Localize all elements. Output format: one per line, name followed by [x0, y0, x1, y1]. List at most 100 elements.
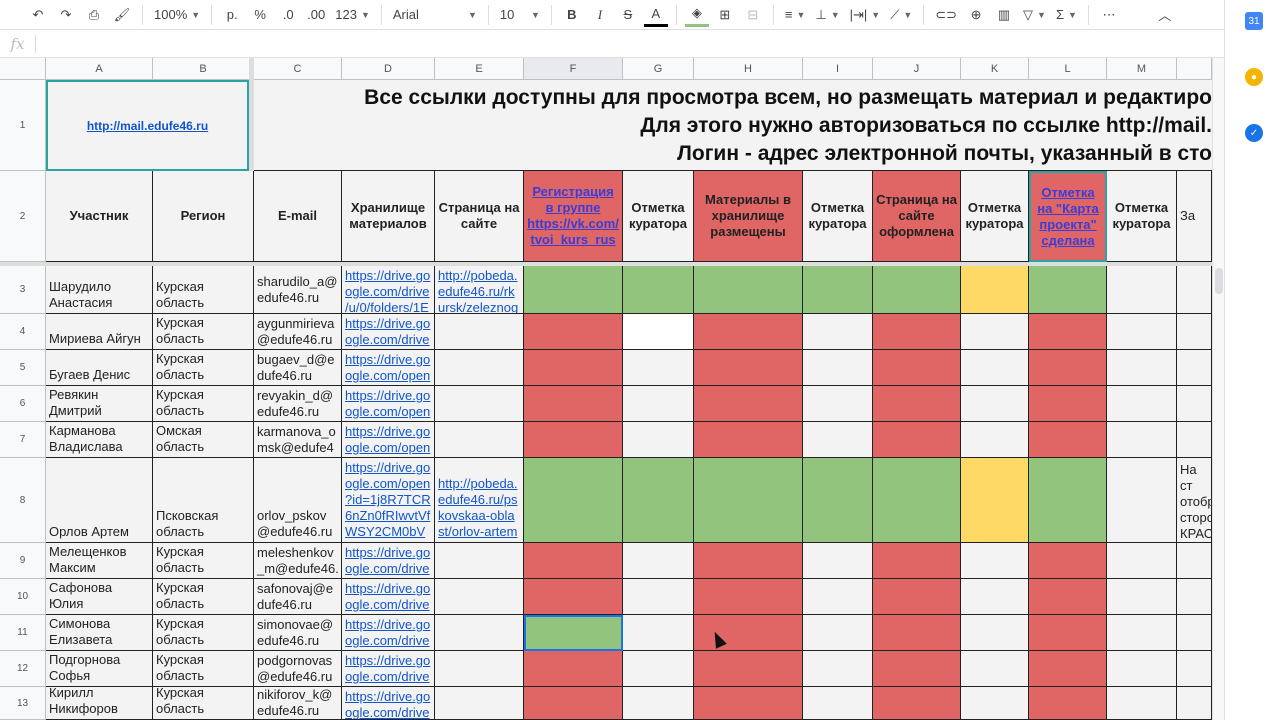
status-cell[interactable]	[1029, 350, 1107, 386]
header-cell[interactable]: Участник	[46, 171, 153, 262]
status-cell[interactable]	[623, 651, 694, 687]
curator-cell[interactable]	[1107, 579, 1177, 615]
status-cell[interactable]	[524, 350, 623, 386]
column-header-G[interactable]: G	[623, 58, 694, 80]
decrease-decimal-button[interactable]: .0	[282, 7, 294, 22]
curator-cell[interactable]	[1107, 687, 1177, 720]
note-cell[interactable]	[1177, 615, 1212, 651]
header-cell[interactable]: Отметка куратора	[961, 171, 1029, 262]
column-header-I[interactable]: I	[803, 58, 873, 80]
status-cell[interactable]	[623, 422, 694, 458]
page-cell[interactable]	[435, 579, 524, 615]
curator-cell[interactable]	[1107, 314, 1177, 350]
status-cell[interactable]	[694, 458, 803, 543]
status-cell[interactable]	[623, 266, 694, 314]
rotate-icon[interactable]: ⟋ ▼	[890, 6, 913, 22]
header-cell[interactable]: За	[1177, 171, 1212, 262]
status-cell[interactable]	[623, 579, 694, 615]
percent-button[interactable]: %	[254, 7, 266, 22]
header-cell[interactable]: Отметка на "Карта проекта" сделана	[1029, 171, 1107, 262]
font-select[interactable]: Arial ▼	[392, 7, 477, 22]
status-cell[interactable]	[873, 651, 961, 687]
row-header-1[interactable]: 1	[0, 80, 46, 171]
print-icon[interactable]: ⎙	[88, 6, 100, 22]
storage-cell[interactable]: https://drive.go ogle.com/drive	[342, 543, 435, 579]
status-cell[interactable]	[694, 615, 803, 651]
page-cell[interactable]	[435, 543, 524, 579]
header-cell[interactable]: Регион	[153, 171, 254, 262]
curator-cell[interactable]	[1107, 615, 1177, 651]
header-cell[interactable]: Отметка куратора	[623, 171, 694, 262]
header-cell[interactable]: E-mail	[254, 171, 342, 262]
row-header-4[interactable]: 4	[0, 314, 46, 350]
status-cell[interactable]	[1029, 314, 1107, 350]
font-size-select[interactable]: 10 ▼	[499, 7, 540, 22]
status-cell[interactable]	[694, 543, 803, 579]
note-cell[interactable]	[1177, 266, 1212, 314]
status-cell[interactable]	[1029, 687, 1107, 720]
curator-cell[interactable]	[1107, 266, 1177, 314]
column-header-K[interactable]: K	[961, 58, 1029, 80]
status-cell[interactable]	[623, 314, 694, 350]
status-cell[interactable]	[873, 266, 961, 314]
status-cell[interactable]	[961, 651, 1029, 687]
status-cell[interactable]	[873, 386, 961, 422]
strikethrough-icon[interactable]: S	[623, 7, 633, 22]
status-cell[interactable]	[694, 350, 803, 386]
format-select[interactable]: 123 ▼	[335, 7, 370, 22]
note-cell[interactable]	[1177, 386, 1212, 422]
page-cell[interactable]: http://pobeda. edufe46.ru/ps kovskaa-obl…	[435, 458, 524, 543]
status-cell[interactable]	[803, 651, 873, 687]
page-cell[interactable]	[435, 687, 524, 720]
status-cell[interactable]	[803, 266, 873, 314]
status-cell[interactable]	[803, 422, 873, 458]
status-cell[interactable]	[524, 266, 623, 314]
row-header-8[interactable]: 8	[0, 458, 46, 543]
storage-cell[interactable]: https://drive.go ogle.com/drive /u/0/fol…	[342, 266, 435, 314]
status-cell[interactable]	[961, 543, 1029, 579]
note-cell[interactable]: На ст отобр сторо КРАС Млад	[1177, 458, 1212, 543]
link-icon[interactable]: ⊂⊃	[935, 6, 958, 22]
wrap-icon[interactable]: |⇥| ▼	[849, 6, 881, 22]
status-cell[interactable]	[961, 314, 1029, 350]
status-cell[interactable]	[524, 687, 623, 720]
bold-icon[interactable]: B	[567, 7, 577, 22]
link-cell[interactable]: http://mail.edufe46.ru	[46, 80, 249, 171]
merge-icon[interactable]: ⊟	[747, 6, 759, 22]
storage-cell[interactable]: https://drive.go ogle.com/drive	[342, 615, 435, 651]
status-cell[interactable]	[961, 579, 1029, 615]
redo-icon[interactable]: ↷	[60, 6, 72, 22]
column-header-J[interactable]: J	[873, 58, 961, 80]
column-header-B[interactable]: B	[153, 58, 254, 80]
column-header-L[interactable]: L	[1029, 58, 1107, 80]
page-cell[interactable]	[435, 615, 524, 651]
storage-cell[interactable]: https://drive.go ogle.com/drive	[342, 687, 435, 720]
italic-icon[interactable]: I	[597, 6, 603, 22]
currency-button[interactable]: р.	[226, 7, 238, 22]
status-cell[interactable]	[623, 458, 694, 543]
note-cell[interactable]	[1177, 350, 1212, 386]
header-cell[interactable]: Хранилище материалов	[342, 171, 435, 262]
column-header-A[interactable]: A	[46, 58, 153, 80]
header-cell[interactable]: Страница на сайте оформлена	[873, 171, 961, 262]
storage-cell[interactable]: https://drive.go ogle.com/drive	[342, 579, 435, 615]
status-cell[interactable]	[873, 422, 961, 458]
functions-icon[interactable]: Σ ▼	[1055, 7, 1077, 22]
valign-icon[interactable]: ⊥ ▼	[815, 6, 840, 22]
status-cell[interactable]	[803, 350, 873, 386]
status-cell[interactable]	[961, 458, 1029, 543]
header-cell[interactable]: Материалы в хранилище размещены	[694, 171, 803, 262]
row-header-3[interactable]: 3	[0, 266, 46, 314]
page-cell[interactable]	[435, 422, 524, 458]
column-header-E[interactable]: E	[435, 58, 524, 80]
banner-text[interactable]: Все ссылки доступны для просмотра всем, …	[254, 80, 1212, 171]
status-cell[interactable]	[1029, 579, 1107, 615]
page-cell[interactable]: http://pobeda. edufe46.ru/rk ursk/zelezn…	[435, 266, 524, 314]
status-cell[interactable]	[694, 687, 803, 720]
note-cell[interactable]	[1177, 579, 1212, 615]
status-cell[interactable]	[873, 458, 961, 543]
status-cell[interactable]	[873, 350, 961, 386]
status-cell[interactable]	[803, 579, 873, 615]
status-cell[interactable]	[803, 687, 873, 720]
chart-icon[interactable]: ▥	[997, 6, 1011, 22]
